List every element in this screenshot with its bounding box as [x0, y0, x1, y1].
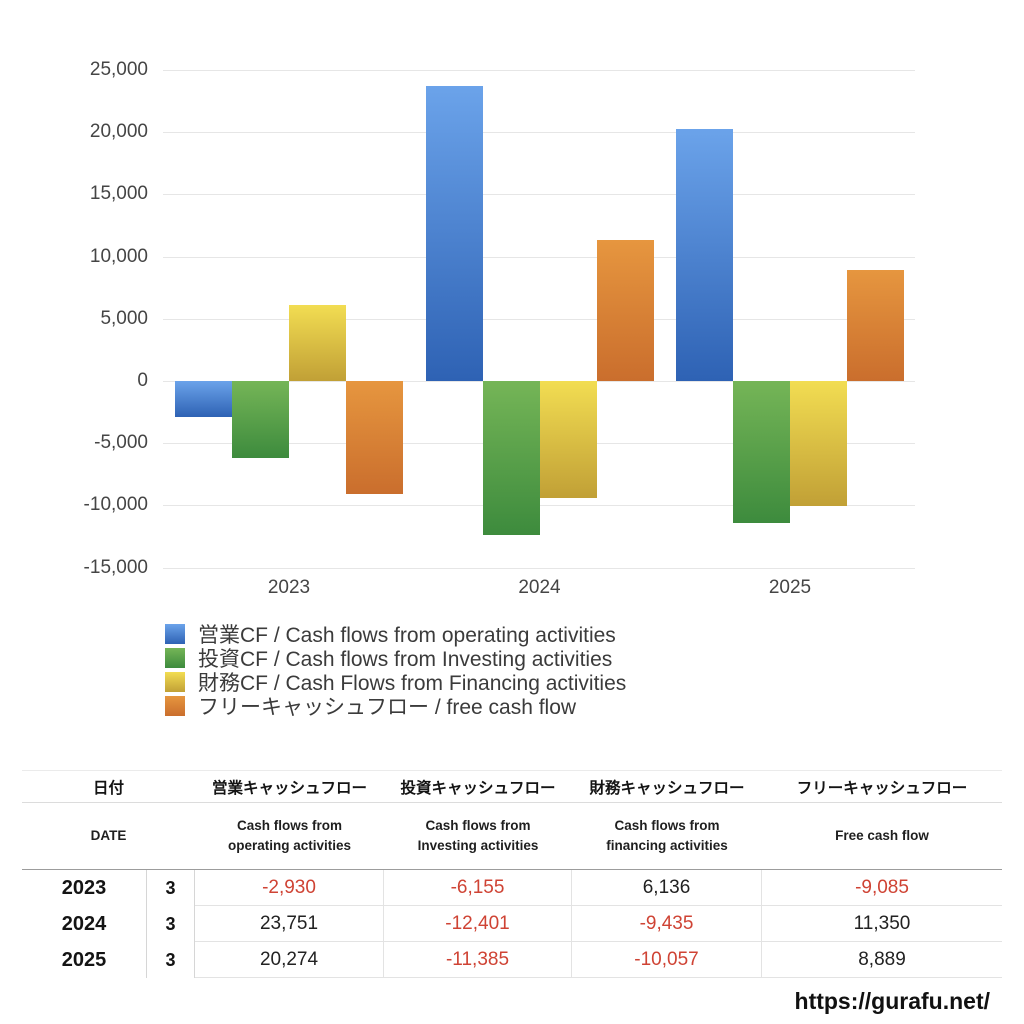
table-header-en-line: financing activities	[606, 838, 728, 853]
table-header-en-date: DATE	[90, 828, 127, 843]
table-header-row-en: DATE Cash flows from operating activities C…	[22, 803, 1002, 870]
table-cell-value: 6,136	[572, 870, 762, 906]
table-cell-year: 2023	[22, 870, 147, 906]
table-row-2025: 2025 3 20,274 -11,385 -10,057 8,889	[22, 942, 1002, 978]
y-axis-tick-label: 10,000	[89, 245, 148, 267]
y-axis-tick-label: 5,000	[100, 307, 148, 329]
legend-swatch-operating	[165, 624, 185, 644]
table-header-en-col: Cash flows from operating activities	[195, 803, 384, 869]
y-axis-tick-label: 20,000	[89, 121, 148, 143]
table-cell-value: -12,401	[384, 906, 572, 942]
legend-swatch-investing	[165, 648, 185, 668]
table-cell-month: 3	[147, 942, 195, 978]
legend-label: 営業CF / Cash flows from operating activit…	[198, 624, 616, 647]
site-url: https://gurafu.net/	[794, 988, 990, 1014]
bar-investing-2023	[232, 381, 289, 458]
table-cell-year: 2024	[22, 906, 147, 942]
cashflow-table: 日付 営業キャッシュフロー 投資キャッシュフロー 財務キャッシュフロー フリーキャッシュ…	[22, 770, 1002, 978]
legend-label: 投資CF / Cash flows from Investing activit…	[198, 648, 613, 671]
table-cell-value: -9,085	[762, 870, 1002, 906]
legend-item-operating: 営業CF / Cash flows from operating activit…	[165, 622, 626, 647]
table-header-en-line: Investing activities	[417, 838, 539, 853]
bar-free-cash-flow-2024	[596, 239, 654, 381]
y-axis-tick-label: -10,000	[83, 494, 148, 516]
table-cell-value: -10,057	[572, 942, 762, 978]
legend-item-investing: 投資CF / Cash flows from Investing activit…	[165, 646, 626, 671]
table-header-jp-date: 日付	[92, 779, 124, 797]
gridline	[163, 70, 915, 71]
table-header-jp-col: 財務キャッシュフロー	[589, 779, 745, 797]
legend-label: 財務CF / Cash Flows from Financing activit…	[198, 672, 627, 695]
gridline	[163, 132, 915, 134]
gridline	[163, 318, 915, 320]
table-header-jp-col: 投資キャッシュフロー	[400, 779, 556, 797]
table-header-en-col: Cash flows from Investing activities	[384, 803, 572, 869]
y-axis-tick-label: 15,000	[89, 183, 148, 205]
bar-financing-2025	[790, 381, 847, 507]
bar-operating-2023	[175, 381, 232, 418]
table-cell-value: -2,930	[195, 870, 384, 906]
bar-financing-2024	[539, 381, 597, 499]
cashflow-bar-chart: 25,000 20,000 15,000 10,000 5,000 0 -5,000 -10,…	[83, 59, 915, 598]
gridline	[163, 256, 915, 258]
bar-operating-2024	[425, 85, 483, 381]
table-header-en-col: Cash flows from financing activities	[572, 803, 762, 869]
table-header-jp-col: フリーキャッシュフロー	[796, 779, 968, 797]
bar-financing-2023	[289, 304, 346, 381]
table-cell-value: -9,435	[572, 906, 762, 942]
table-header-en-line: Cash flows from	[236, 818, 342, 833]
table-cell-value: -11,385	[384, 942, 572, 978]
table-cell-value: 20,274	[195, 942, 384, 978]
x-axis-label-2025: 2025	[768, 577, 812, 598]
table-cell-month: 3	[147, 870, 195, 906]
table-row-2024: 2024 3 23,751 -12,401 -9,435 11,350	[22, 906, 1002, 942]
y-axis-tick-label: -5,000	[94, 432, 148, 454]
table-cell-value: -6,155	[384, 870, 572, 906]
table-cell-value: 23,751	[195, 906, 384, 942]
gridline	[163, 567, 915, 569]
table-header-en-line: Cash flows from	[425, 818, 531, 833]
legend-item-free-cash-flow: フリーキャッシュフロー / free cash flow	[165, 694, 626, 719]
legend-swatch-free-cash-flow	[165, 696, 185, 716]
table-header-en-line: Free cash flow	[835, 828, 929, 843]
y-axis-tick-label: 25,000	[89, 59, 148, 80]
legend-swatch-financing	[165, 672, 185, 692]
x-axis-label-2024: 2024	[518, 577, 561, 598]
table-header-jp-col: 営業キャッシュフロー	[211, 779, 367, 797]
bar-investing-2024	[482, 381, 540, 536]
gridline	[163, 194, 915, 196]
bar-investing-2025	[733, 381, 790, 523]
bar-free-cash-flow-2025	[847, 270, 904, 381]
table-row-2023: 2023 3 -2,930 -6,155 6,136 -9,085	[22, 870, 1002, 906]
table-header-en-col: Free cash flow	[762, 803, 1002, 869]
legend-item-financing: 財務CF / Cash Flows from Financing activit…	[165, 670, 627, 695]
bar-free-cash-flow-2023	[346, 381, 403, 494]
legend-label: フリーキャッシュフロー / free cash flow	[198, 696, 577, 719]
bar-operating-2025	[676, 128, 733, 381]
chart-legend: 営業CF / Cash flows from operating activit…	[165, 622, 627, 719]
table-header-row-jp: 日付 営業キャッシュフロー 投資キャッシュフロー 財務キャッシュフロー フリーキャッシュ…	[22, 770, 1002, 803]
table-cell-value: 8,889	[762, 942, 1002, 978]
y-axis-tick-label: 0	[137, 370, 148, 391]
table-header-en-line: operating activities	[227, 838, 352, 853]
table-cell-value: 11,350	[762, 906, 1002, 942]
table-header-en-line: Cash flows from	[614, 818, 720, 833]
x-axis-label-2023: 2023	[267, 577, 311, 598]
y-axis-tick-label: -15,000	[83, 556, 148, 578]
table-cell-year: 2025	[22, 942, 147, 978]
table-cell-month: 3	[147, 906, 195, 942]
